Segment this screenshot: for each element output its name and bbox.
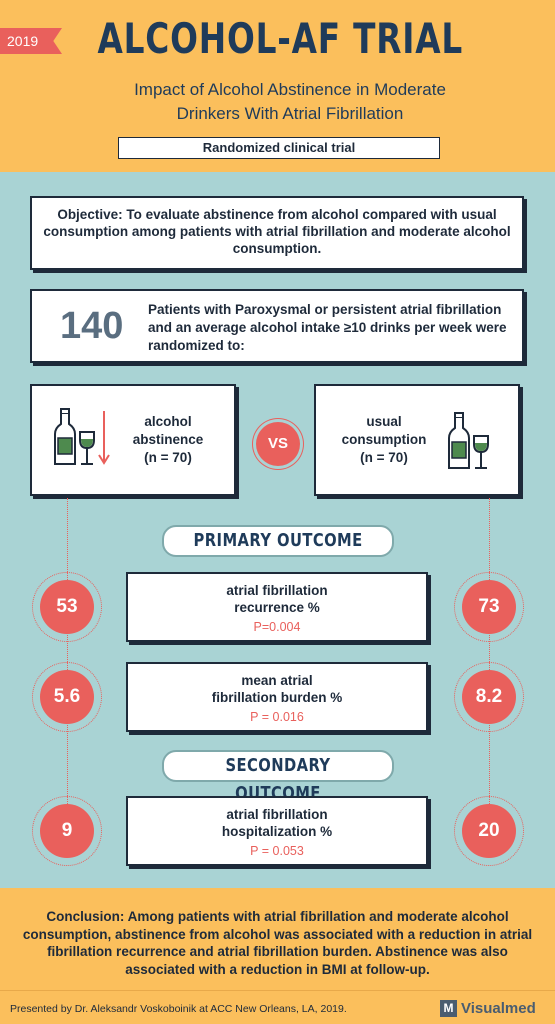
primary-outcome-label: PRIMARY OUTCOME <box>162 525 394 557</box>
outcome-burden-line-2: fibrillation burden % <box>211 690 343 705</box>
secondary-outcome-label: SECONDARY OUTCOME <box>162 750 394 804</box>
page-subtitle: Impact of Alcohol Abstinence in Moderate… <box>60 78 520 126</box>
arm-abstinence: alcohol abstinence (n = 70) <box>30 384 236 496</box>
arm-abstinence-n: (n = 70) <box>144 450 192 465</box>
arm-usual-line-1: usual <box>366 414 402 429</box>
wine-bottle-icon <box>448 412 470 469</box>
usual-value-burden: 8.2 <box>454 662 524 732</box>
objective-box: Objective: To evaluate abstinence from a… <box>30 196 524 270</box>
year-ribbon: 2019 <box>0 28 62 54</box>
presenter-credit: Presented by Dr. Aleksandr Voskoboinik a… <box>10 1003 347 1015</box>
outcome-burden-p-value: P = 0.016 <box>250 710 304 724</box>
outcome-recurrence-p-value: P=0.004 <box>253 620 301 634</box>
arm-usual: usual consumption (n = 70) <box>314 384 520 496</box>
outcome-hospitalization-p-value: P = 0.053 <box>250 844 304 858</box>
abstinence-value-hospitalization: 9 <box>32 796 102 866</box>
vs-badge: VS <box>256 422 300 466</box>
header: 2019 ALCOHOL-AF TRIAL Impact of Alcohol … <box>0 0 555 172</box>
arm-abstinence-label: alcohol abstinence (n = 70) <box>120 413 216 467</box>
wine-glass-icon <box>473 435 489 469</box>
abstinence-value-recurrence: 53 <box>32 572 102 642</box>
outcome-hospitalization-line-1: atrial fibrillation <box>226 807 328 822</box>
primary-outcome-text: PRIMARY OUTCOME <box>193 530 363 551</box>
footer: Presented by Dr. Aleksandr Voskoboinik a… <box>0 990 555 1024</box>
arm-usual-n: (n = 70) <box>360 450 408 465</box>
outcome-recurrence-line-1: atrial fibrillation <box>226 583 328 598</box>
conclusion-text: Conclusion: Among patients with atrial f… <box>22 909 533 977</box>
arm-abstinence-line-2: abstinence <box>132 432 204 447</box>
wine-bottle-icon <box>54 408 76 465</box>
outcome-hospitalization-line-2: hospitalization % <box>221 824 333 839</box>
patient-count: 140 <box>60 305 124 347</box>
outcome-recurrence: atrial fibrillation recurrence % P=0.004 <box>126 572 428 642</box>
page-title: ALCOHOL-AF TRIAL <box>97 14 463 63</box>
main-panel: Objective: To evaluate abstinence from a… <box>0 172 555 888</box>
outcome-burden: mean atrial fibrillation burden % P = 0.… <box>126 662 428 732</box>
outcome-recurrence-line-2: recurrence % <box>234 600 320 615</box>
visualmed-logo-mark: M <box>440 1000 457 1017</box>
outcome-hospitalization: atrial fibrillation hospitalization % P … <box>126 796 428 866</box>
trial-design-label: Randomized clinical trial <box>118 137 440 159</box>
subtitle-line-1: Impact of Alcohol Abstinence in Moderate <box>134 80 446 99</box>
outcome-burden-line-1: mean atrial <box>241 673 313 688</box>
down-arrow-icon <box>98 411 110 465</box>
patient-description: Patients with Paroxysmal or persistent a… <box>148 302 507 353</box>
subtitle-line-2: Drinkers With Atrial Fibrillation <box>176 104 404 123</box>
visualmed-logo-name: Visualmed <box>461 1000 536 1017</box>
patients-box: 140 Patients with Paroxysmal or persiste… <box>30 289 524 363</box>
usual-value-recurrence: 73 <box>454 572 524 642</box>
usual-value-hospitalization: 20 <box>454 796 524 866</box>
arm-usual-label: usual consumption (n = 70) <box>328 413 440 467</box>
arm-abstinence-line-1: alcohol <box>144 414 192 429</box>
abstinence-value-burden: 5.6 <box>32 662 102 732</box>
arm-usual-line-2: consumption <box>341 432 427 447</box>
wine-glass-icon <box>79 431 95 465</box>
